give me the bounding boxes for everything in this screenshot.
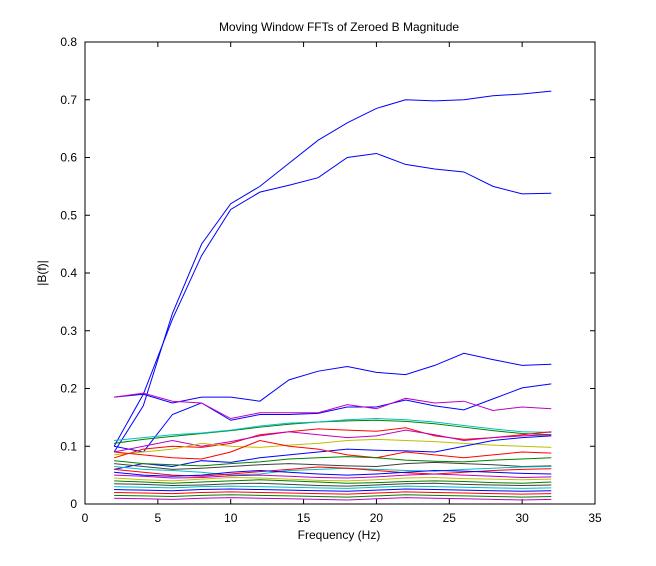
y-tick-label: 0.1 (60, 439, 77, 453)
series-line-23 (114, 491, 552, 495)
series-line-5 (114, 419, 552, 444)
series-line-0 (113, 90, 552, 453)
y-tick-label: 0 (70, 497, 77, 511)
y-tick-label: 0.7 (60, 93, 77, 107)
series-layer (113, 90, 552, 501)
series-line-8 (114, 429, 552, 453)
x-tick-label: 10 (224, 511, 238, 525)
series-line-24 (114, 494, 552, 498)
x-tick-label: 20 (370, 511, 384, 525)
series-line-21 (114, 485, 552, 489)
series-line-1 (113, 152, 552, 447)
y-tick-label: 0.6 (60, 151, 77, 165)
x-axis-label: Frequency (Hz) (298, 528, 381, 542)
y-tick-label: 0.3 (60, 324, 77, 338)
series-line-16 (114, 469, 552, 477)
series-line-7 (113, 427, 552, 459)
y-tick-label: 0.8 (60, 35, 77, 49)
y-axis-label: |B(f)| (35, 260, 49, 286)
x-tick-label: 25 (443, 511, 457, 525)
series-line-10 (114, 435, 552, 470)
series-line-19 (114, 479, 552, 484)
x-tick-label: 35 (588, 511, 602, 525)
x-tick-label: 0 (82, 511, 89, 525)
series-line-6 (114, 418, 552, 441)
y-tick-label: 0.4 (60, 266, 77, 280)
y-tick-label: 0.2 (60, 382, 77, 396)
series-line-20 (114, 482, 552, 487)
plot-area (84, 41, 596, 505)
x-tick-label: 15 (297, 511, 311, 525)
series-line-13 (114, 461, 552, 470)
x-tick-label: 5 (155, 511, 162, 525)
series-line-11 (114, 439, 552, 460)
series-line-9 (114, 438, 552, 456)
chart-title: Moving Window FFTs of Zeroed B Magnitude (219, 20, 459, 34)
y-tick-label: 0.5 (60, 208, 77, 222)
series-line-17 (114, 473, 552, 479)
x-tick-label: 30 (515, 511, 529, 525)
series-line-18 (114, 476, 552, 482)
x-axis-ticks: 0 5 10 15 20 25 30 35 (82, 42, 602, 525)
series-line-2 (114, 352, 552, 404)
series-line-22 (114, 488, 552, 492)
y-axis-ticks: 0 0.1 0.2 0.3 0.4 0.5 0.6 0.7 0.8 (60, 35, 595, 511)
series-line-12 (114, 456, 552, 467)
series-line-3 (114, 383, 552, 453)
series-line-25 (114, 497, 552, 501)
series-line-14 (114, 465, 552, 476)
series-line-4 (114, 392, 552, 420)
